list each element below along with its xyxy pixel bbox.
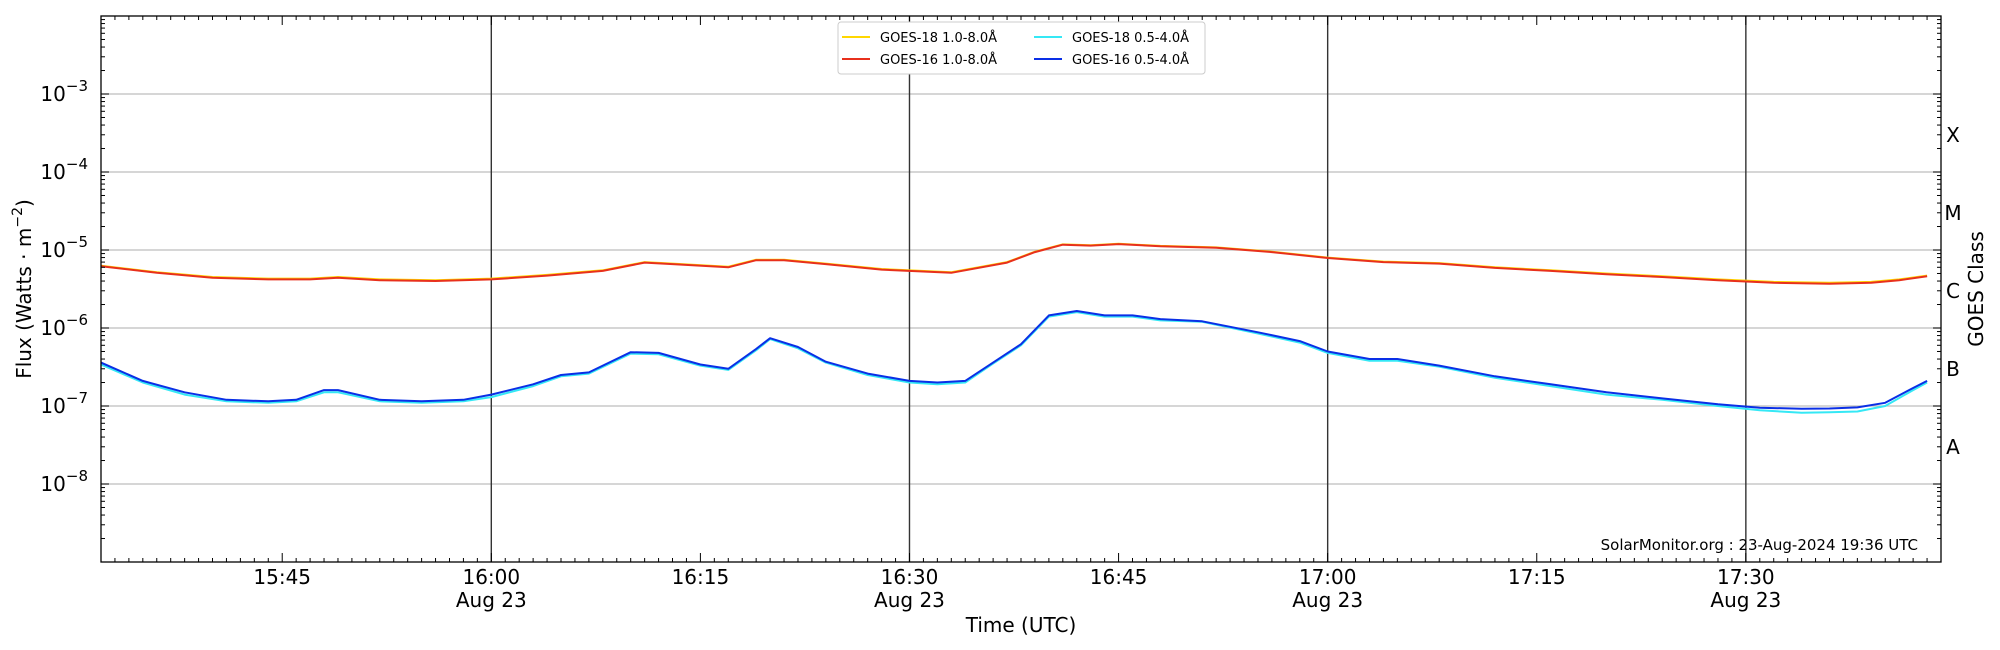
y-tick-label: 10−8 (40, 467, 88, 496)
x-tick-label: 17:15 (1508, 565, 1566, 589)
y-tick-label: 10−3 (40, 77, 88, 106)
day-boundary-lines (490, 16, 1747, 562)
grid-lines (101, 93, 1941, 485)
axis-ticks (100, 16, 1942, 563)
y-tick-label: 10−6 (40, 311, 88, 340)
legend-label: GOES-16 0.5-4.0Å (1072, 52, 1189, 68)
goes-class-label: M (1944, 201, 1961, 225)
goes-class-axis-label: GOES Class (1964, 231, 1988, 347)
series-line-2 (101, 243, 1928, 285)
legend-label: GOES-18 0.5-4.0Å (1072, 30, 1189, 46)
y-axis-label: Flux (Watts · m−2) (10, 199, 36, 379)
series-line-4 (101, 310, 1928, 410)
x-tick-label: 17:30 (1717, 565, 1775, 589)
goes-class-label: X (1946, 123, 1960, 147)
legend-box (837, 21, 1206, 75)
legend: GOES-18 1.0-8.0Å GOES-16 1.0-8.0Å GOES-18 … (837, 21, 1206, 75)
x-tick-label: 16:45 (1090, 565, 1148, 589)
goes-class-labels: A B C M X (1944, 123, 1961, 459)
goes-class-label: C (1946, 279, 1960, 303)
x-tick-label: 15:45 (253, 565, 311, 589)
x-tick-date-label: Aug 23 (456, 588, 527, 612)
y-tick-label: 10−4 (40, 155, 88, 184)
x-tick-date-label: Aug 23 (874, 588, 945, 612)
x-tick-label: 17:00 (1299, 565, 1357, 589)
credit-text: SolarMonitor.org : 23-Aug-2024 19:36 UTC (1601, 536, 1918, 554)
x-tick-label: 16:00 (462, 565, 520, 589)
y-tick-label: 10−5 (40, 233, 88, 262)
plot-background (101, 16, 1941, 562)
legend-label: GOES-18 1.0-8.0Å (880, 30, 997, 46)
x-tick-date-label: Aug 23 (1292, 588, 1363, 612)
series-line-3 (101, 311, 1928, 414)
y-tick-label: 10−7 (40, 389, 88, 418)
x-axis-label: Time (UTC) (965, 613, 1077, 637)
goes-class-label: B (1946, 357, 1960, 381)
goes-class-label: A (1946, 435, 1960, 459)
legend-label: GOES-16 1.0-8.0Å (880, 52, 997, 68)
x-tick-label: 16:30 (881, 565, 939, 589)
y-tick-labels: 10−8 10−7 10−6 10−5 10−4 10−3 (40, 77, 88, 496)
series-lines (101, 242, 1928, 414)
x-tick-label: 16:15 (672, 565, 730, 589)
x-tick-date-label: Aug 23 (1710, 588, 1781, 612)
